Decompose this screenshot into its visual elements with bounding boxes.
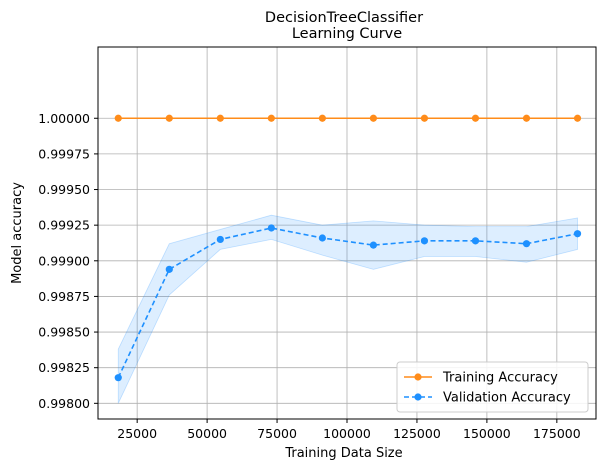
- x-tick-label: 25000: [117, 426, 157, 441]
- series-lines: [114, 114, 582, 382]
- training-accuracy-point: [267, 114, 275, 122]
- y-axis-label: Model accuracy: [10, 182, 25, 284]
- validation-accuracy-point: [573, 230, 582, 238]
- validation-accuracy-point: [522, 240, 531, 248]
- x-tick-label: 150000: [463, 426, 511, 441]
- y-tick-label: 0.99950: [38, 182, 90, 197]
- validation-accuracy-line: [117, 227, 578, 379]
- x-axis-ticks: 25000 50000 75000 100000 125000 150000 175000: [117, 419, 581, 441]
- validation-accuracy-band: [117, 214, 578, 404]
- y-tick-label: 0.99850: [38, 325, 90, 340]
- chart-title: DecisionTreeClassifier: [265, 10, 423, 26]
- y-axis-ticks: 0.99800 0.99825 0.99850 0.99875 0.99900 0.999…: [38, 111, 98, 411]
- training-accuracy-point: [420, 114, 429, 122]
- y-tick-label: 0.99800: [38, 396, 90, 411]
- validation-accuracy-point: [318, 234, 326, 242]
- training-accuracy-point: [216, 114, 224, 122]
- y-tick-label: 0.99875: [38, 289, 90, 304]
- training-accuracy-point: [573, 114, 582, 122]
- validation-accuracy-point: [369, 241, 378, 249]
- y-tick-label: 0.99900: [38, 253, 90, 268]
- legend-training-marker: [414, 373, 422, 381]
- legend: Training Accuracy Validation Accuracy: [396, 361, 589, 413]
- legend-validation-label: Validation Accuracy: [443, 391, 571, 406]
- x-tick-label: 50000: [187, 426, 227, 441]
- x-tick-label: 75000: [257, 426, 297, 441]
- training-accuracy-point: [522, 114, 531, 122]
- gridlines: [98, 47, 596, 419]
- legend-validation-marker: [414, 393, 422, 401]
- legend-box: [396, 361, 589, 413]
- training-accuracy-point: [318, 114, 326, 122]
- validation-accuracy-point: [471, 237, 480, 245]
- validation-accuracy-point: [114, 374, 122, 382]
- validation-accuracy-point: [420, 237, 429, 245]
- x-tick-label: 175000: [533, 426, 581, 441]
- y-tick-label: 1.00000: [38, 111, 90, 126]
- chart-subtitle: Learning Curve: [292, 26, 402, 42]
- legend-training-label: Training Accuracy: [442, 371, 558, 386]
- y-tick-label: 0.99975: [38, 146, 90, 161]
- validation-band: [117, 214, 578, 404]
- validation-accuracy-point: [165, 265, 173, 273]
- y-tick-label: 0.99925: [38, 218, 90, 233]
- training-accuracy-point: [471, 114, 480, 122]
- x-axis-label: Training Data Size: [284, 446, 402, 461]
- x-tick-label: 125000: [393, 426, 441, 441]
- y-tick-label: 0.99825: [38, 360, 90, 375]
- validation-accuracy-point: [216, 235, 224, 244]
- training-accuracy-point: [165, 114, 173, 122]
- validation-accuracy-point: [267, 224, 275, 232]
- x-tick-label: 100000: [323, 426, 371, 441]
- training-accuracy-point: [114, 114, 122, 122]
- training-accuracy-point: [369, 114, 378, 122]
